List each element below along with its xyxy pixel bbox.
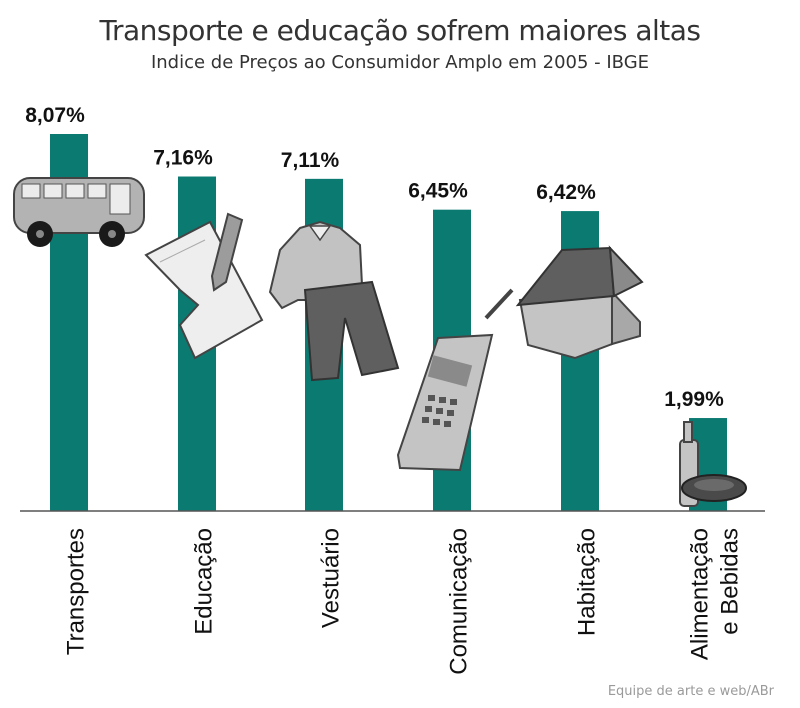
category-label-line: Vestuário [317, 528, 344, 628]
data-label-4: 6,42% [536, 181, 596, 204]
category-label-2: Vestuário [317, 528, 344, 628]
category-labels-layer: Transportes Educação Vestuário Comunicação H… [62, 528, 743, 675]
credit-text: Equipe de arte e web/ABr [607, 684, 774, 699]
category-label-line: Alimentação [686, 528, 713, 660]
clothes-icon [268, 220, 400, 382]
data-label-3: 6,45% [408, 180, 468, 203]
chart-subtitle: Indice de Preços ao Consumidor Amplo em … [150, 52, 650, 73]
category-label-line: Transportes [62, 528, 89, 655]
category-label-line: Educação [190, 528, 217, 635]
category-label-line: e Bebidas [716, 528, 743, 635]
bus-icon [13, 177, 145, 247]
cellphone-icon [396, 288, 514, 472]
category-label-3: Comunicação [445, 528, 472, 675]
icons-layer [13, 177, 747, 507]
category-label-1: Educação [190, 528, 217, 635]
category-label-4: Habitação [573, 528, 600, 636]
category-label-5: Alimentação e Bebidas [686, 528, 743, 660]
data-label-2: 7,11% [281, 149, 340, 172]
category-label-line: Habitação [573, 528, 600, 636]
bottle-plate-icon [679, 421, 747, 507]
data-label-5: 1,99% [664, 388, 724, 411]
data-label-1: 7,16% [153, 147, 213, 170]
category-label-line: Comunicação [445, 528, 472, 675]
data-label-0: 8,07% [25, 104, 85, 127]
data-labels-layer: 8,07% 7,16% 7,11% 6,45% 6,42% 1,99% [25, 104, 724, 411]
chart-title: Transporte e educação sofrem maiores alt… [99, 14, 701, 47]
paper-pencil-icon [144, 212, 264, 360]
house-icon [515, 245, 644, 360]
category-label-0: Transportes [62, 528, 89, 655]
